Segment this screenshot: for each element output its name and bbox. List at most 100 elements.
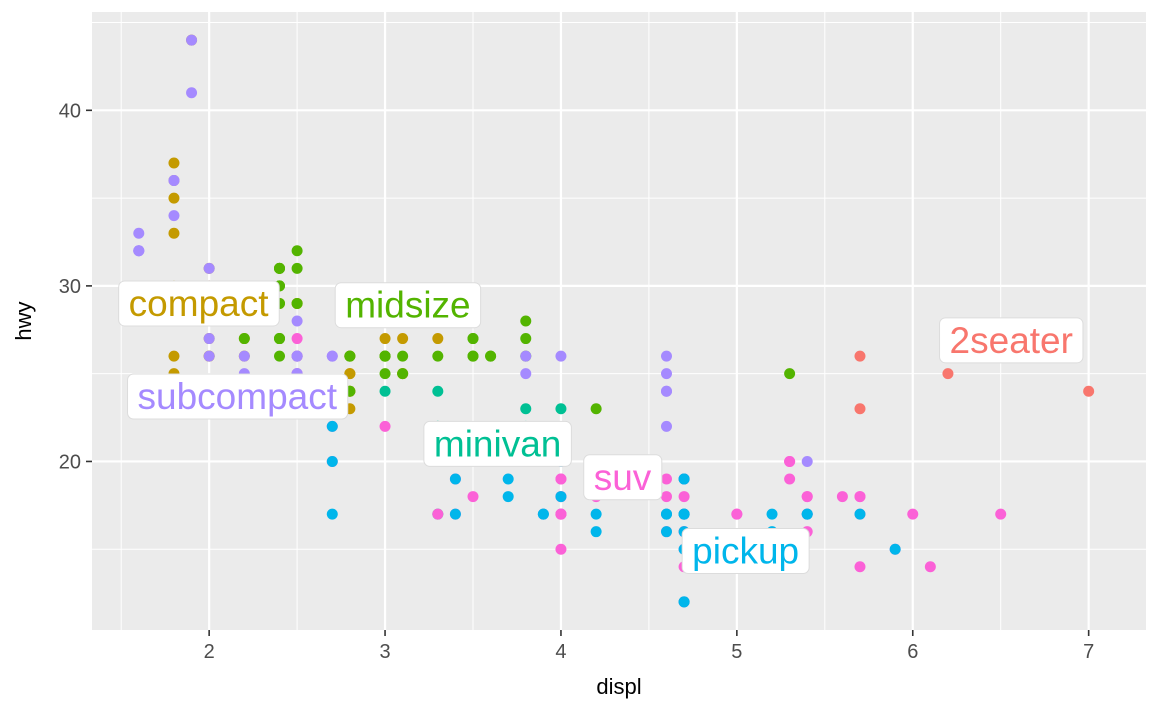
data-point-suv [784,473,796,485]
data-point-suv [678,491,690,503]
data-point-compact [168,192,180,204]
x-axis-title: displ [596,674,642,699]
data-point-suv [924,561,936,573]
data-point-subcompact [801,455,813,467]
data-point-subcompact [186,87,198,99]
x-tick-label: 2 [204,641,215,663]
data-point-subcompact [133,245,145,257]
data-point-suv [784,455,796,467]
data-point-pickup [889,543,901,555]
data-point-midsize [379,368,391,380]
class-label-pickup: pickup [692,530,799,571]
class-label-minivan: minivan [434,423,562,464]
data-point-suv [555,473,567,485]
data-point-subcompact [168,210,180,222]
data-point-pickup [590,526,602,538]
class-label-box-pickup [681,527,810,574]
data-point-midsize [467,350,479,362]
data-point-pickup [660,526,672,538]
data-point-midsize [432,350,444,362]
data-point-pickup [449,508,461,520]
data-point-subcompact [660,420,672,432]
class-label-2seater: 2seater [950,320,1073,361]
data-point-subcompact [203,333,215,345]
class-label-box-compact [118,280,280,327]
data-point-pickup [678,508,690,520]
data-point-midsize [238,333,250,345]
data-point-suv [836,491,848,503]
class-label-box-suv [583,454,663,501]
x-tick-label: 4 [555,641,566,663]
data-point-pickup [678,473,690,485]
data-point-subcompact [555,350,567,362]
data-point-pickup [326,455,338,467]
x-tick-label: 6 [907,641,918,663]
data-point-pickup [449,473,461,485]
data-point-suv [854,491,866,503]
data-point-suv [731,508,743,520]
data-point-minivan [379,385,391,397]
data-point-midsize [274,350,286,362]
y-tick-label: 30 [59,276,81,298]
data-point-subcompact [660,350,672,362]
data-point-minivan [520,403,532,415]
data-point-midsize [291,245,303,257]
data-point-minivan [432,385,444,397]
data-point-subcompact [203,262,215,274]
data-point-subcompact [291,315,303,327]
data-point-pickup [326,508,338,520]
data-point-midsize [397,368,409,380]
data-point-midsize [379,350,391,362]
data-point-pickup [537,508,549,520]
data-point-pickup [678,596,690,608]
data-point-subcompact [326,350,338,362]
data-point-midsize [274,333,286,345]
data-point-compact [168,157,180,169]
data-point-suv [379,420,391,432]
data-point-subcompact [291,350,303,362]
data-point-subcompact [660,385,672,397]
data-point-compact [168,227,180,239]
data-point-suv [291,333,303,345]
class-label-subcompact: subcompact [138,376,338,417]
data-point-subcompact [520,350,532,362]
data-point-midsize [291,297,303,309]
class-label-box-subcompact [127,373,349,420]
data-point-suv [432,508,444,520]
data-point-compact [432,333,444,345]
data-point-suv [555,543,567,555]
data-point-pickup [801,508,813,520]
data-point-pickup [660,508,672,520]
data-point-suv [854,561,866,573]
data-point-midsize [344,350,356,362]
data-point-midsize [467,333,479,345]
data-point-2seater [854,350,866,362]
data-point-suv [660,473,672,485]
x-tick-label: 3 [379,641,390,663]
data-point-pickup [502,491,514,503]
data-point-subcompact [186,34,198,46]
data-point-suv [995,508,1007,520]
data-point-suv [467,491,479,503]
data-point-subcompact [203,350,215,362]
data-point-subcompact [168,175,180,187]
data-point-compact [397,333,409,345]
y-axis-title: hwy [11,301,36,341]
data-point-pickup [326,420,338,432]
data-point-2seater [854,403,866,415]
data-point-midsize [590,403,602,415]
data-point-midsize [784,368,796,380]
data-point-2seater [942,368,954,380]
data-point-suv [660,491,672,503]
data-point-midsize [520,315,532,327]
data-point-compact [379,333,391,345]
class-label-box-midsize [334,282,482,329]
data-point-subcompact [660,368,672,380]
class-label-suv: suv [594,457,652,498]
data-point-midsize [291,262,303,274]
data-point-subcompact [133,227,145,239]
data-point-subcompact [520,368,532,380]
class-label-box-minivan [423,420,572,467]
